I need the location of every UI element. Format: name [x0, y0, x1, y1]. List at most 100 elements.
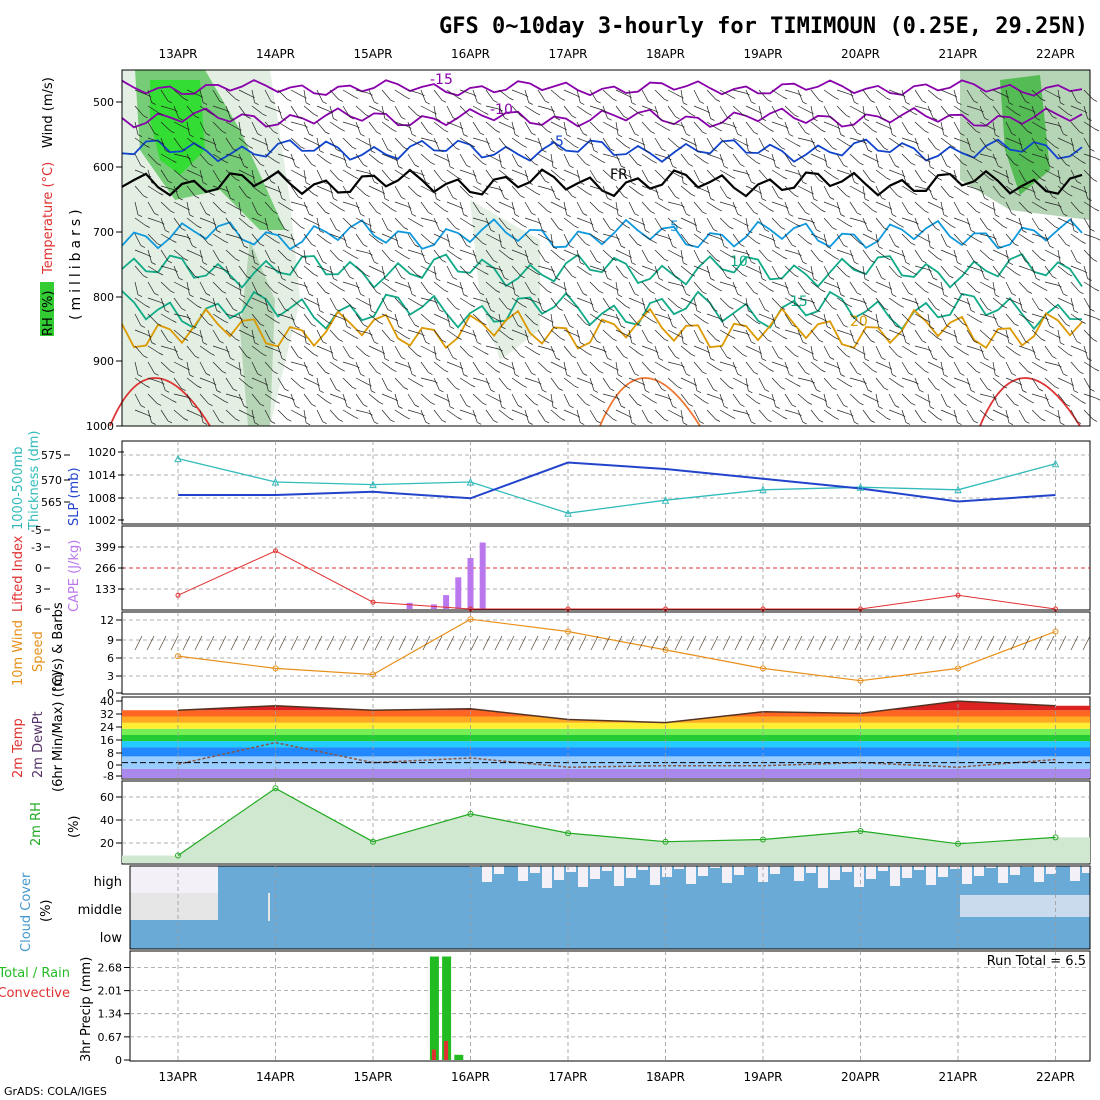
wind-barb [381, 329, 391, 341]
wind-barb [264, 313, 276, 322]
wind-barb-flag [631, 342, 636, 346]
wind-barb [641, 297, 646, 311]
wind-barb-flag [723, 165, 729, 169]
wind-barb [732, 361, 739, 375]
wind-barb [667, 153, 673, 167]
wind-barb [1018, 137, 1023, 151]
wind-barb [771, 169, 784, 178]
wind-barb-flag [463, 294, 468, 297]
wind-speed-point [857, 677, 864, 684]
wind-barb-flag [352, 306, 357, 310]
wind-barb-flag [528, 342, 533, 345]
contour-label: 5 [670, 219, 679, 235]
wind-barb-flag [887, 126, 893, 130]
wind-barb [1005, 137, 1019, 144]
wind-barb [264, 89, 272, 102]
wind-barb [264, 393, 276, 402]
wind-barb [810, 297, 817, 310]
wind-barb-flag [221, 130, 227, 134]
wind-barb-flag [232, 148, 238, 152]
wind-barb [160, 233, 173, 241]
wind-barb-flag [834, 97, 839, 100]
wind-barb [290, 313, 296, 327]
wind-barb [329, 313, 343, 319]
wind-barb [1057, 377, 1070, 384]
wind-barb [771, 313, 776, 327]
wind-barb [303, 185, 315, 195]
surface-wind-barb [134, 635, 143, 651]
wind-barb [758, 153, 772, 160]
wind-barb [719, 249, 732, 257]
wind-barb-flag [281, 278, 287, 281]
wind-barb-flag [544, 180, 550, 184]
wind-barb [199, 361, 207, 374]
wind-barb [1005, 393, 1015, 405]
wind-barb [342, 281, 356, 287]
wind-barb-flag [170, 290, 175, 294]
surface-wind-barb [206, 635, 215, 651]
wind-barb-flag [237, 207, 242, 211]
wind-barb-flag [761, 358, 767, 362]
wind-barb [706, 361, 719, 370]
wind-barb-flag [363, 164, 368, 168]
wind-barb [212, 137, 218, 151]
wind-barb-flag [302, 255, 307, 259]
wind-barb [641, 217, 646, 231]
wind-barb [420, 361, 429, 373]
wind-barb [342, 361, 356, 367]
wind-barb [329, 89, 340, 100]
wind-barb [771, 281, 785, 287]
wind-barb-flag [463, 134, 468, 137]
wind-barb [888, 249, 902, 255]
wind-barb-flag [767, 179, 772, 183]
wind-barb [225, 121, 238, 129]
wind-barb [485, 169, 494, 181]
wind-barb [342, 313, 348, 327]
wind-barb [147, 249, 152, 263]
wind-barb-flag [243, 245, 249, 249]
wind-barb [394, 345, 402, 358]
wind-barb-flag [794, 114, 799, 118]
wind-barb [810, 345, 814, 359]
thickness-point [1051, 459, 1060, 468]
wind-barb [771, 409, 784, 418]
wind-barb [459, 249, 473, 255]
wind-barb-flag [861, 351, 866, 355]
wind-barb-flag [984, 277, 989, 281]
wind-barb [862, 217, 869, 231]
wind-barb-flag [1056, 255, 1061, 259]
wind-barb [914, 249, 923, 261]
wind-barb-flag [365, 114, 370, 118]
wind-barb [446, 89, 458, 98]
cloud-high-gap [794, 866, 804, 881]
wind-barb [849, 249, 855, 263]
wind-barb-flag [648, 261, 653, 264]
wind-barb [992, 121, 996, 135]
wind-barb [342, 105, 351, 118]
wind-barb [849, 201, 858, 214]
wind-barb-flag [589, 382, 594, 385]
wind-barb [706, 121, 719, 130]
wind-barb-flag [270, 101, 276, 104]
wind-barb-flag [690, 273, 696, 277]
wind-barb [693, 89, 701, 102]
wind-barb [303, 89, 307, 103]
wind-barb-flag [560, 418, 566, 421]
wind-barb-flag [654, 110, 659, 113]
wind-barb [784, 105, 795, 116]
wind-barb-flag [392, 209, 397, 213]
wind-barb [836, 265, 847, 276]
wind-barb [693, 377, 698, 391]
wind-barb [498, 121, 512, 128]
wind-barb [602, 265, 608, 279]
wind-barb [498, 409, 510, 419]
wind-barb [199, 105, 211, 114]
wind-barb [563, 169, 577, 176]
wind-barb-flag [205, 213, 211, 216]
wind-barb [459, 153, 467, 166]
wind-barb [186, 297, 198, 307]
wind-barb-flag [582, 373, 588, 376]
wind-barb-flag [197, 145, 202, 149]
wind-barb [966, 393, 979, 402]
wind-barb [277, 361, 290, 370]
